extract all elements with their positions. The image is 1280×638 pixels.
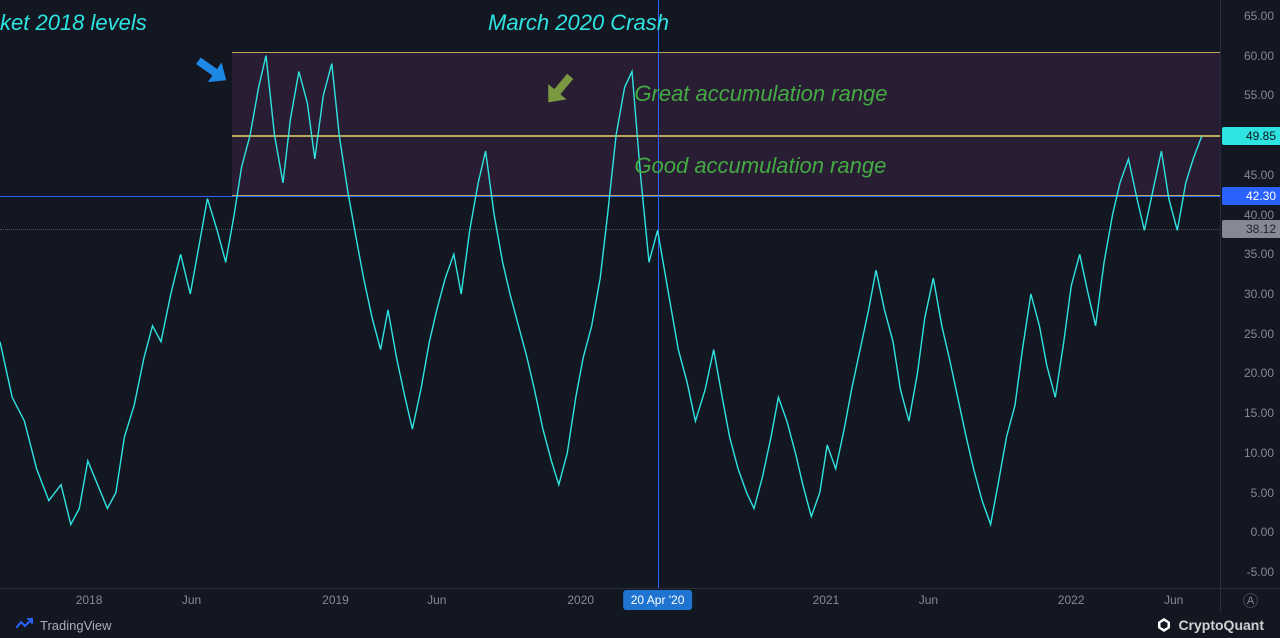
y-tick: 20.00 [1244, 366, 1274, 380]
x-tick: 2019 [322, 593, 349, 607]
y-price-badge: 42.30 [1222, 187, 1280, 205]
plot-area[interactable]: ket 2018 levels March 2020 Crash Great acc… [0, 0, 1220, 588]
x-tick: 2018 [76, 593, 103, 607]
x-tick: Jun [427, 593, 446, 607]
brand-cryptoquant-label: CryptoQuant [1178, 617, 1264, 633]
footer-bar: TradingView CryptoQuant [0, 612, 1280, 638]
x-tick: 2021 [813, 593, 840, 607]
x-axis[interactable]: 2018 Jun 2019 Jun 2020 2021 Jun 2022 Jun 20 Apr … [0, 588, 1220, 612]
tradingview-logo-icon [16, 618, 34, 632]
y-tick: 10.00 [1244, 446, 1274, 460]
x-tick: Jun [1164, 593, 1183, 607]
y-price-badge: 38.12 [1222, 220, 1280, 238]
y-price-badge: 49.85 [1222, 127, 1280, 145]
price-cursor-hline [0, 196, 1220, 197]
y-tick: 25.00 [1244, 327, 1274, 341]
dotted-reference-line [0, 229, 1220, 230]
auto-scale-label: A [1243, 593, 1258, 608]
y-tick: 65.00 [1244, 9, 1274, 23]
y-tick: 35.00 [1244, 247, 1274, 261]
x-cursor-date-badge: 20 Apr '20 [623, 590, 693, 610]
auto-scale-button[interactable]: A [1220, 588, 1280, 612]
brand-cryptoquant[interactable]: CryptoQuant [1156, 617, 1264, 633]
y-tick: 45.00 [1244, 168, 1274, 182]
chart-container: ket 2018 levels March 2020 Crash Great acc… [0, 0, 1280, 638]
y-tick: 55.00 [1244, 88, 1274, 102]
x-tick: Jun [919, 593, 938, 607]
y-tick: 30.00 [1244, 287, 1274, 301]
y-tick: 0.00 [1251, 525, 1274, 539]
y-tick: 5.00 [1251, 486, 1274, 500]
y-axis[interactable]: -5.00 0.00 5.00 10.00 15.00 20.00 25.00 30.00 35… [1220, 0, 1280, 588]
x-tick: 2022 [1058, 593, 1085, 607]
y-tick: 60.00 [1244, 49, 1274, 63]
y-tick: -5.00 [1247, 565, 1274, 579]
label-2018: ket 2018 levels [0, 10, 147, 36]
label-great: Great accumulation range [634, 81, 887, 107]
cryptoquant-logo-icon [1156, 617, 1172, 633]
x-tick: Jun [182, 593, 201, 607]
label-crash: March 2020 Crash [488, 10, 669, 36]
brand-tradingview[interactable]: TradingView [16, 618, 112, 633]
label-good: Good accumulation range [634, 153, 886, 179]
x-tick: 2020 [567, 593, 594, 607]
brand-tradingview-label: TradingView [40, 618, 112, 633]
y-tick: 40.00 [1244, 208, 1274, 222]
y-tick: 15.00 [1244, 406, 1274, 420]
